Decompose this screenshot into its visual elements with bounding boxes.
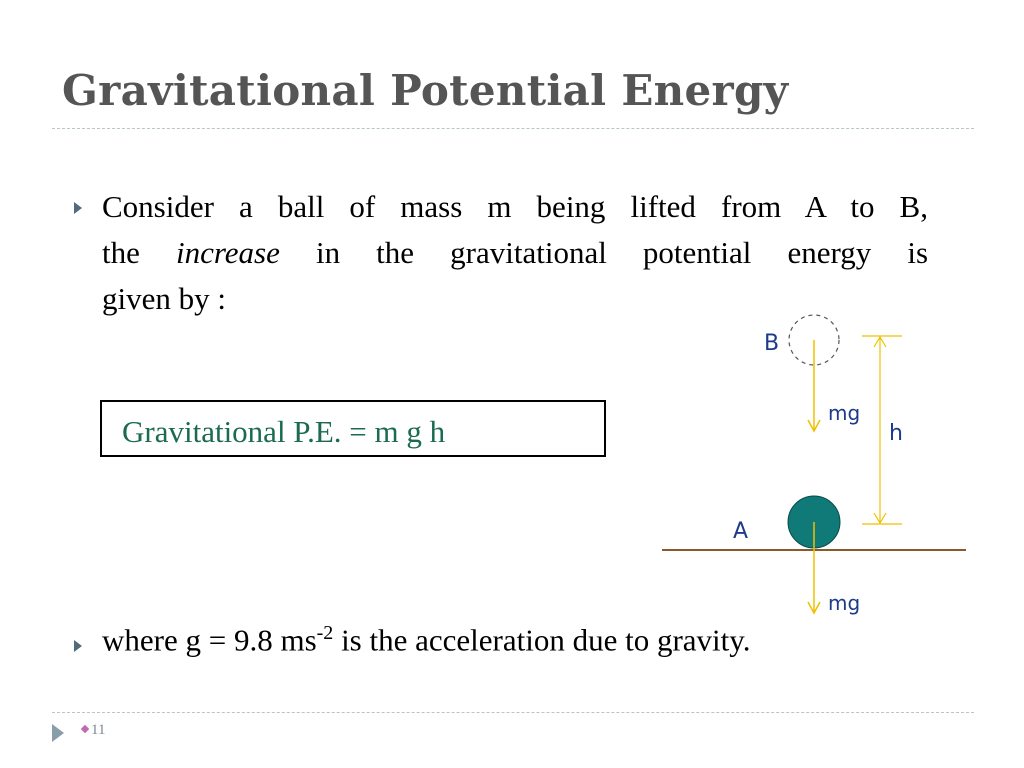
label-mg-top: mg [828, 401, 860, 425]
slide-nav-arrow-icon[interactable] [52, 724, 64, 742]
mg-arrow-top-head [807, 419, 821, 433]
slide-title: Gravitational Potential Energy [62, 66, 789, 115]
bullet-1-line-2: the increase in the gravitational potent… [102, 230, 928, 276]
bullet-1-line-1: Consider a ball of mass m being lifted f… [102, 189, 928, 224]
bullet-1-line-3: given by : [102, 281, 226, 316]
bullet-text-2: where g = 9.8 ms-2 is the acceleration d… [102, 622, 751, 658]
label-b: B [764, 331, 779, 356]
height-arrow-top-head [873, 335, 887, 348]
label-a: A [733, 519, 748, 544]
footer-divider [52, 712, 974, 713]
label-mg-bottom: mg [828, 591, 860, 615]
bullet-2-superscript: -2 [316, 622, 334, 644]
bullet-1-line-2-pre: the [102, 235, 140, 270]
bullet-arrow-icon [74, 202, 82, 214]
label-h: h [889, 421, 903, 446]
ball-position-b [788, 314, 840, 366]
emphasis-increase: increase [175, 235, 280, 270]
height-arrow-bottom-head [873, 512, 887, 525]
bullet-2-text-pre: where g = 9.8 ms [102, 622, 317, 658]
bullet-arrow-icon [74, 640, 82, 652]
page-number: 11 [91, 722, 106, 738]
mg-arrow-bottom-head [807, 601, 821, 615]
bullet-2-text-post: is the acceleration due to gravity. [333, 622, 751, 658]
bullet-1-line-2-post: in the gravitational potential energy is [315, 235, 929, 270]
bullet-text-1: Consider a ball of mass m being lifted f… [102, 184, 928, 322]
title-divider [52, 128, 974, 129]
formula-box: Gravitational P.E. = m g h [100, 400, 606, 457]
